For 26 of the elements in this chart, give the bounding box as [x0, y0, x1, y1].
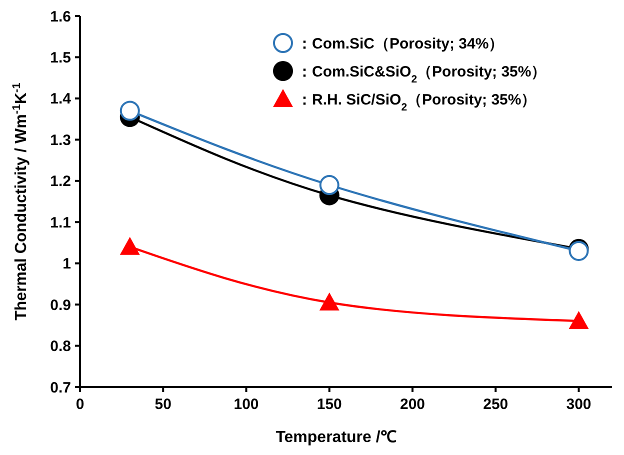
x-tick-label: 250	[483, 396, 508, 413]
legend-label: ：R.H. SiC/SiO$_{2}$（Porosity; 35%）	[297, 91, 536, 114]
x-tick-label: 200	[400, 396, 426, 413]
y-tick-label: 1.6	[50, 8, 71, 26]
x-axis-title: Temperature /℃	[276, 429, 396, 446]
y-tick-label: 1.3	[50, 132, 71, 149]
y-tick-label: 1.1	[50, 214, 71, 232]
legend-label: ：Com.SiC&SiO$_{2}$（Porosity; 35%）	[297, 63, 546, 86]
y-tick-label: 0.8	[50, 338, 71, 356]
point	[319, 175, 340, 196]
y-tick-label: 0.7	[50, 379, 71, 396]
y-tick-label: 1.2	[50, 173, 71, 190]
x-tick-label: 50	[154, 396, 172, 413]
y-tick-label: 1.5	[50, 49, 71, 66]
y-tick-label: 0.9	[50, 296, 71, 314]
point	[319, 292, 340, 310]
x-tick-label: 0	[76, 396, 84, 413]
y-tick-label: 1.4	[50, 90, 72, 108]
point	[120, 100, 140, 121]
x-tick-label: 300	[566, 396, 592, 413]
x-tick-label: 100	[234, 396, 259, 413]
legend-label: ：Com.SiC（Porosity; 34%）	[297, 35, 504, 52]
point	[120, 236, 140, 255]
y-tick-label: 1	[62, 256, 71, 273]
x-tick-label: 150	[316, 396, 342, 413]
point	[568, 311, 589, 330]
